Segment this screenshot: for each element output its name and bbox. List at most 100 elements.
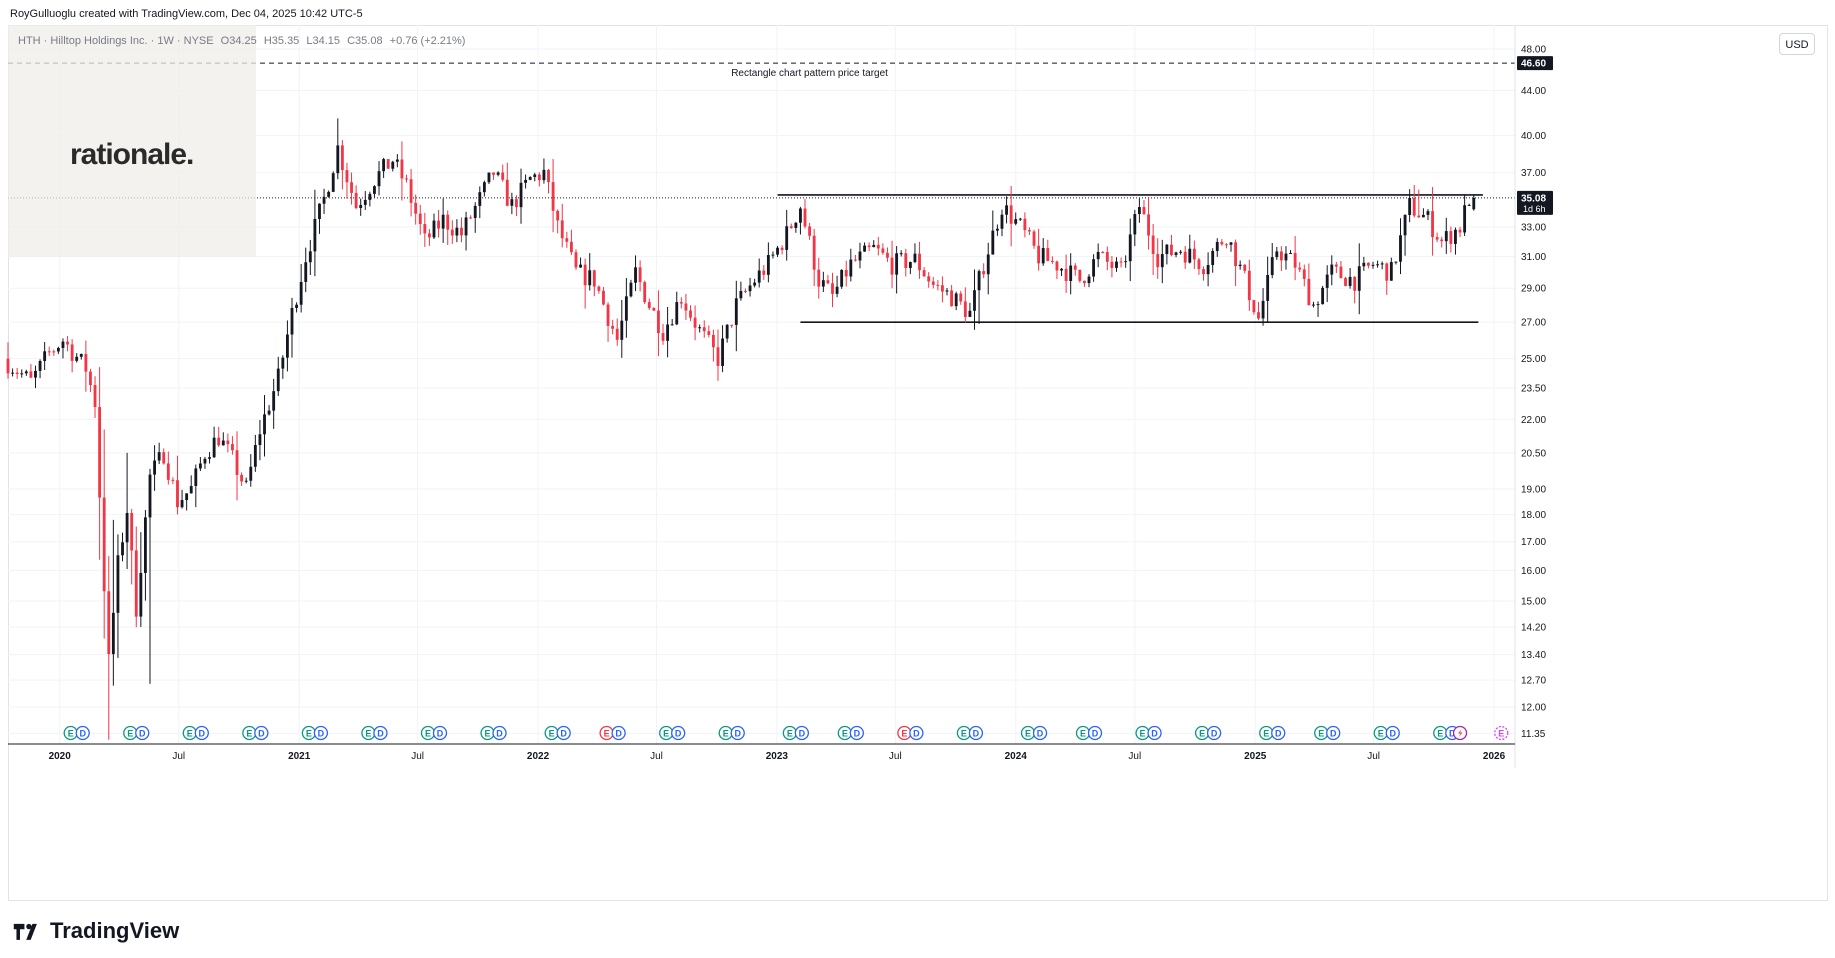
candle [1005, 196, 1008, 224]
candle-body [615, 328, 619, 340]
candle [1266, 256, 1270, 323]
candle [166, 451, 170, 485]
candle [702, 320, 706, 338]
candle-body [478, 192, 482, 206]
candle [322, 188, 326, 215]
candle [519, 168, 523, 224]
candle-body [886, 252, 889, 258]
candle [986, 242, 990, 295]
candle-body [602, 290, 605, 305]
candle-body [194, 468, 198, 487]
earnings-marker: E [544, 725, 559, 741]
dividend-marker-letter: D [1275, 729, 1282, 739]
candle-body [258, 434, 262, 446]
candle-body [799, 208, 802, 223]
candle [290, 297, 294, 358]
candle [318, 203, 321, 234]
currency-button[interactable]: USD [1779, 33, 1815, 55]
candle [93, 376, 97, 418]
candle [1325, 265, 1329, 303]
candle-body [927, 276, 931, 282]
dividend-marker: D [909, 725, 924, 741]
candle-body [482, 182, 486, 193]
candle-body [1247, 270, 1251, 301]
tradingview-brand[interactable]: TradingView [12, 918, 179, 944]
candle [652, 307, 656, 312]
candle-body [34, 370, 37, 378]
candle [1298, 262, 1302, 273]
candle-body [1202, 269, 1205, 275]
candle-body [1339, 266, 1343, 279]
y-tick-label: 29.00 [1521, 284, 1546, 295]
candle [340, 140, 344, 190]
candle [285, 320, 289, 372]
candle-body [1302, 269, 1306, 279]
candle-body [1197, 259, 1201, 270]
candle-body [876, 244, 880, 249]
candle-body [881, 248, 885, 253]
earnings-marker-letter: E [961, 729, 967, 739]
candle-body [1399, 235, 1402, 262]
candle-body [1472, 197, 1476, 210]
earnings-marker: E [1433, 725, 1448, 741]
candle [1444, 217, 1448, 254]
candle [886, 247, 889, 262]
candle-body [441, 214, 445, 229]
candle [1156, 238, 1160, 279]
candle-body [1128, 234, 1132, 262]
dividend-marker-circle [75, 725, 90, 741]
candle [904, 248, 908, 277]
candle [1124, 255, 1128, 268]
candle [272, 378, 276, 429]
dividend-marker: D [1271, 725, 1286, 741]
earnings-marker: E [1314, 725, 1329, 741]
candle [464, 211, 468, 251]
earnings-marker-letter: E [787, 729, 793, 739]
candle [1334, 261, 1338, 273]
candle-body [1417, 215, 1421, 218]
candle [29, 364, 33, 379]
dividend-marker-circle [1032, 725, 1048, 741]
candle-body [235, 450, 239, 475]
candle [1064, 254, 1068, 293]
candle [1032, 229, 1036, 249]
candle-body [780, 247, 784, 250]
candle-body [1073, 265, 1077, 270]
candle [789, 223, 793, 229]
candle [299, 264, 303, 313]
candle [450, 220, 454, 244]
candle [995, 224, 999, 236]
earnings-marker-letter: E [425, 729, 431, 739]
candle-body [295, 304, 298, 308]
candle [231, 436, 234, 455]
candle [1321, 285, 1325, 305]
earnings-marker-letter: E [485, 729, 491, 739]
y-tick-label: 16.00 [1521, 566, 1546, 577]
candle-body [1060, 268, 1063, 271]
candle [1023, 212, 1027, 238]
candle [629, 279, 633, 298]
candle [524, 174, 528, 189]
candle [185, 493, 189, 511]
candle-body [707, 331, 711, 335]
candle-body [945, 290, 949, 292]
candle-body [29, 371, 33, 378]
candle-body [730, 324, 734, 326]
candle [1165, 243, 1169, 265]
candle-body [1389, 261, 1393, 281]
candle-body [922, 270, 926, 277]
candle [180, 489, 184, 509]
candle [881, 243, 885, 255]
candle-body [198, 463, 202, 469]
dividend-marker-letter: D [854, 729, 861, 739]
candle [473, 202, 477, 233]
candle [817, 257, 821, 299]
candle [1339, 261, 1343, 279]
dividend-marker-circle [730, 725, 745, 741]
candle-body [373, 186, 376, 194]
earnings-marker-letter: E [1140, 729, 1146, 739]
candle [812, 228, 816, 287]
candle [359, 198, 363, 216]
candle [1270, 242, 1274, 279]
